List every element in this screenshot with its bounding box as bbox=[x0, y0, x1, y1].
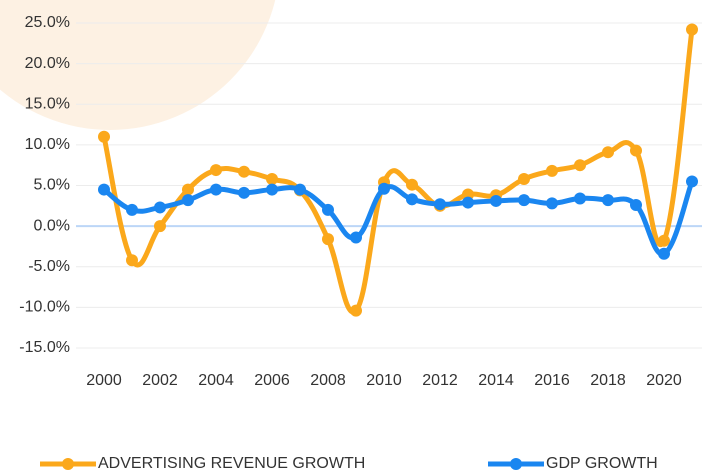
x-tick-label: 2008 bbox=[310, 372, 346, 389]
y-tick-label: 20.0% bbox=[25, 55, 70, 72]
point bbox=[182, 194, 194, 207]
point bbox=[126, 203, 138, 216]
x-tick-label: 2016 bbox=[534, 372, 570, 389]
legend-label: ADVERTISING REVENUE GROWTH bbox=[98, 455, 365, 471]
legend-marker bbox=[510, 458, 522, 470]
point bbox=[126, 254, 138, 267]
x-tick-label: 2020 bbox=[646, 372, 682, 389]
legend-marker bbox=[62, 458, 74, 470]
point bbox=[322, 233, 334, 246]
point bbox=[238, 165, 250, 178]
point bbox=[322, 203, 334, 216]
x-tick-label: 2004 bbox=[198, 372, 234, 389]
y-tick-label: 0.0% bbox=[34, 217, 70, 234]
point bbox=[210, 164, 222, 177]
point bbox=[518, 194, 530, 207]
point bbox=[686, 23, 698, 36]
point bbox=[154, 201, 166, 214]
point bbox=[546, 197, 558, 210]
y-tick-label: -15.0% bbox=[19, 339, 70, 356]
x-tick-label: 2006 bbox=[254, 372, 290, 389]
point bbox=[602, 194, 614, 207]
x-tick-label: 2012 bbox=[422, 372, 458, 389]
y-tick-label: 25.0% bbox=[25, 14, 70, 31]
x-tick-label: 2014 bbox=[478, 372, 514, 389]
x-tick-label: 2018 bbox=[590, 372, 626, 389]
x-tick-label: 2000 bbox=[86, 372, 122, 389]
y-tick-label: 10.0% bbox=[25, 136, 70, 153]
point bbox=[210, 183, 222, 196]
background-shape bbox=[0, 0, 276, 130]
point bbox=[630, 144, 642, 157]
point bbox=[406, 178, 418, 191]
series-line bbox=[101, 29, 695, 315]
legend-label: GDP GROWTH bbox=[546, 455, 658, 471]
point bbox=[574, 159, 586, 172]
point bbox=[602, 146, 614, 159]
point bbox=[350, 231, 362, 244]
y-tick-label: 15.0% bbox=[25, 95, 70, 112]
point bbox=[518, 173, 530, 185]
point bbox=[658, 234, 670, 247]
point bbox=[98, 183, 110, 196]
point bbox=[98, 130, 110, 143]
y-tick-label: -5.0% bbox=[28, 258, 70, 275]
point bbox=[154, 220, 166, 233]
point bbox=[266, 183, 278, 196]
point bbox=[378, 182, 390, 195]
point bbox=[350, 304, 362, 317]
y-tick-label: 5.0% bbox=[34, 177, 70, 194]
point bbox=[546, 164, 558, 177]
point bbox=[238, 186, 250, 199]
point bbox=[434, 198, 446, 211]
y-tick-label: -10.0% bbox=[19, 299, 70, 316]
x-tick-label: 2010 bbox=[366, 372, 402, 389]
point bbox=[490, 194, 502, 207]
point bbox=[266, 173, 278, 185]
x-tick-label: 2002 bbox=[142, 372, 178, 389]
point bbox=[574, 192, 586, 205]
point bbox=[686, 175, 698, 188]
point bbox=[658, 247, 670, 260]
point bbox=[630, 199, 642, 211]
point bbox=[182, 183, 194, 196]
point bbox=[294, 183, 306, 196]
point bbox=[406, 193, 418, 206]
point bbox=[462, 196, 474, 209]
